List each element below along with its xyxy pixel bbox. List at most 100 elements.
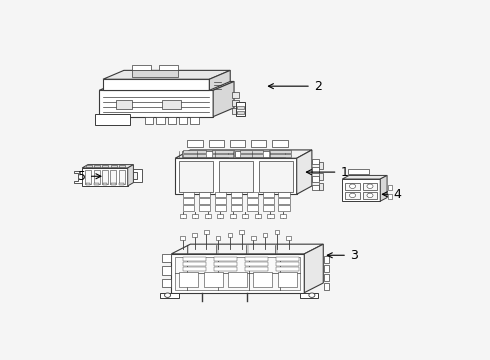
Bar — [278, 271, 297, 287]
Polygon shape — [342, 175, 387, 179]
Bar — [245, 262, 268, 266]
Bar — [110, 170, 116, 184]
Bar — [278, 198, 290, 204]
Bar — [204, 230, 209, 234]
Bar — [119, 170, 124, 184]
Text: 2: 2 — [269, 80, 321, 93]
Circle shape — [367, 184, 373, 188]
Bar — [318, 162, 323, 169]
Bar — [214, 257, 237, 261]
Polygon shape — [182, 151, 227, 157]
Bar — [180, 214, 186, 218]
Bar — [324, 283, 329, 290]
Polygon shape — [380, 175, 387, 201]
Polygon shape — [304, 244, 323, 293]
Bar — [251, 236, 256, 240]
Bar — [183, 262, 206, 266]
Bar — [232, 93, 239, 99]
Bar — [192, 214, 198, 218]
Bar — [168, 117, 176, 123]
Bar — [215, 205, 226, 211]
Bar — [268, 214, 273, 218]
Bar — [231, 205, 242, 211]
Text: 1: 1 — [306, 166, 348, 179]
Bar — [111, 165, 117, 167]
Bar — [272, 140, 288, 147]
Bar — [86, 165, 92, 167]
Bar — [214, 267, 237, 271]
Bar — [230, 140, 245, 147]
Bar — [245, 267, 268, 271]
Polygon shape — [99, 90, 213, 117]
Bar — [179, 117, 187, 123]
Bar — [276, 262, 299, 266]
Polygon shape — [103, 79, 209, 90]
Bar — [312, 176, 318, 181]
Bar — [228, 271, 247, 287]
Bar — [183, 198, 194, 204]
Bar — [237, 105, 244, 109]
Bar — [205, 214, 211, 218]
Bar — [259, 161, 293, 192]
Bar — [312, 167, 318, 173]
Text: 5: 5 — [78, 170, 101, 183]
Bar — [162, 100, 181, 109]
Bar — [219, 161, 253, 192]
Bar — [237, 111, 244, 114]
Bar — [162, 254, 172, 262]
Polygon shape — [82, 165, 133, 168]
Bar — [388, 185, 392, 190]
Bar — [102, 183, 107, 185]
Bar — [209, 140, 224, 147]
Polygon shape — [342, 179, 380, 201]
Bar — [85, 170, 91, 184]
Polygon shape — [175, 150, 312, 158]
Bar — [363, 192, 377, 199]
Polygon shape — [297, 150, 312, 194]
Bar — [94, 183, 99, 185]
Bar — [275, 230, 279, 234]
Bar — [255, 214, 261, 218]
Polygon shape — [99, 81, 234, 90]
Bar — [246, 192, 258, 197]
Polygon shape — [160, 293, 179, 298]
Polygon shape — [236, 102, 245, 116]
Bar — [324, 274, 329, 281]
Bar — [263, 198, 274, 204]
Bar — [199, 205, 210, 211]
Polygon shape — [96, 114, 129, 125]
Polygon shape — [209, 70, 230, 90]
Bar — [232, 108, 239, 114]
Bar — [204, 271, 222, 287]
Bar — [232, 100, 239, 106]
Bar — [231, 192, 242, 197]
Polygon shape — [183, 154, 206, 157]
Polygon shape — [82, 168, 128, 186]
Bar — [363, 183, 377, 190]
Bar — [230, 214, 236, 218]
Bar — [318, 173, 323, 180]
Bar — [187, 140, 202, 147]
Bar — [345, 192, 360, 199]
Bar — [287, 236, 291, 240]
Bar — [183, 192, 194, 197]
Polygon shape — [240, 150, 263, 153]
Bar — [388, 194, 392, 199]
Polygon shape — [212, 154, 234, 157]
Bar — [192, 233, 197, 237]
Bar — [190, 117, 199, 123]
Polygon shape — [103, 70, 230, 79]
Polygon shape — [269, 150, 292, 153]
Bar — [312, 159, 318, 164]
Bar — [243, 214, 248, 218]
Polygon shape — [128, 165, 133, 186]
Bar — [94, 170, 99, 184]
Bar — [86, 183, 91, 185]
Bar — [102, 170, 108, 184]
Bar — [263, 192, 274, 197]
Bar — [102, 165, 108, 167]
Circle shape — [349, 193, 356, 198]
Bar — [179, 271, 198, 287]
Bar — [116, 100, 131, 109]
Bar — [227, 233, 232, 237]
